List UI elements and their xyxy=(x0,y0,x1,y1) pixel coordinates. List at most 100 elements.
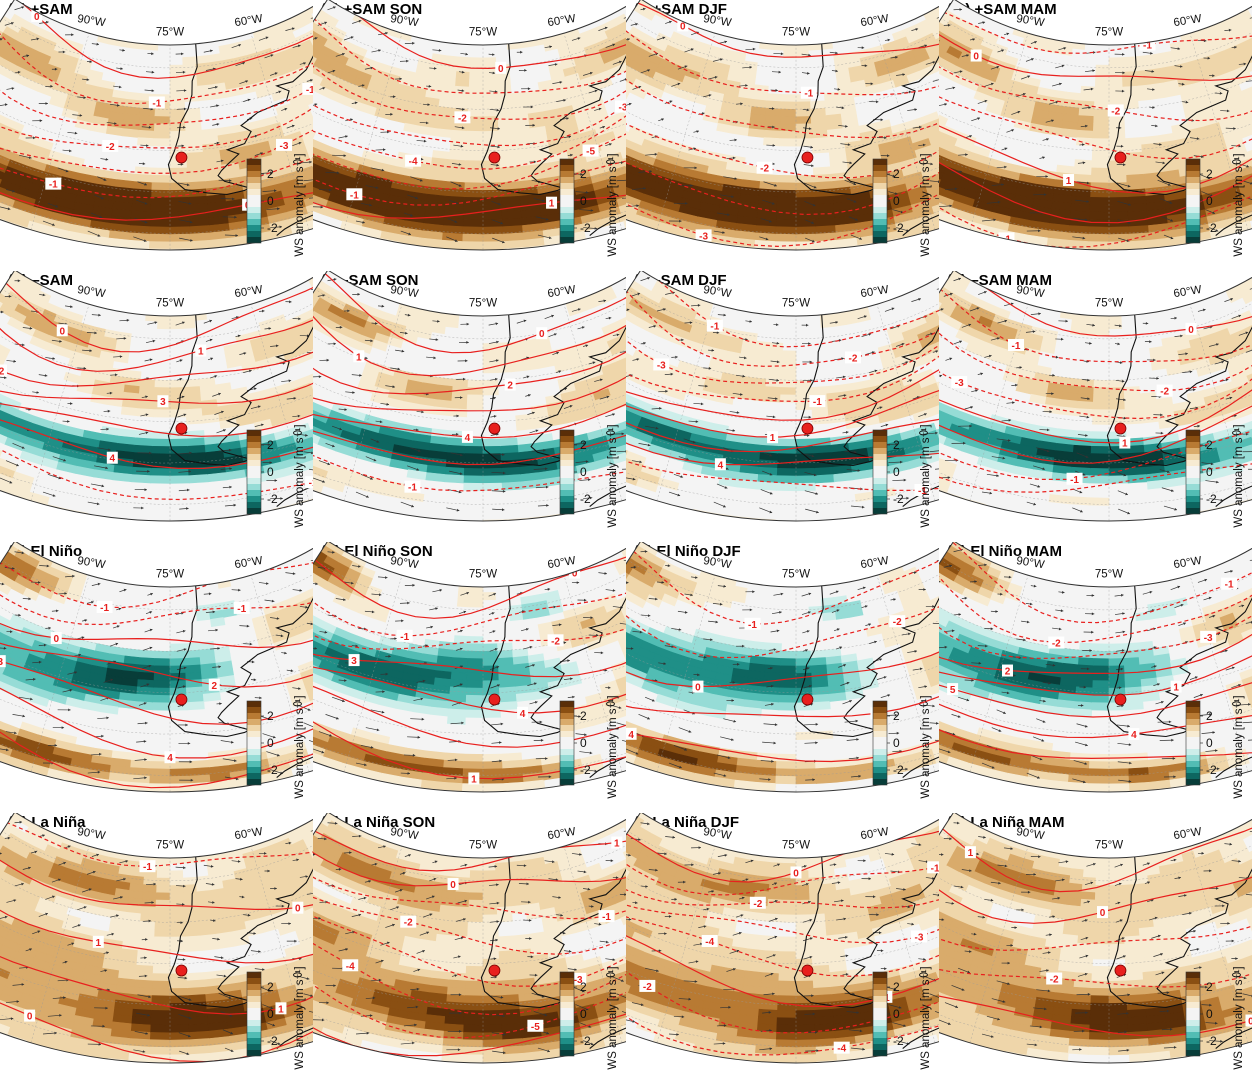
colorbar-tick: -2 xyxy=(580,763,591,777)
svg-text:4: 4 xyxy=(167,753,173,764)
longitude-label: 60°W xyxy=(860,555,890,571)
svg-text:-1: -1 xyxy=(49,180,58,191)
colorbar-tick: 2 xyxy=(267,167,274,181)
colorbar-tick: 0 xyxy=(267,465,274,479)
contour-label: 2 xyxy=(504,378,516,392)
contour-label: 1 xyxy=(964,846,976,859)
station-marker xyxy=(1114,422,1127,435)
longitude-label: 75°W xyxy=(469,840,497,852)
contour-label: -5 xyxy=(527,1019,544,1033)
contour-label: 1 xyxy=(195,344,207,358)
ws-anomaly-field xyxy=(313,542,626,792)
colorbar-tick: 0 xyxy=(1206,1007,1213,1021)
contour-label: -1 xyxy=(45,177,62,191)
contour-label: -3 xyxy=(614,100,626,114)
svg-text:-1: -1 xyxy=(710,322,719,333)
colorbar-tick: 2 xyxy=(1206,438,1213,452)
wind-vectors xyxy=(0,551,313,782)
svg-text:-1: -1 xyxy=(813,397,822,408)
longitude-label: 90°W xyxy=(1015,826,1045,842)
colorbar: 2 0 -2 WS anomaly [m s⁻¹] xyxy=(559,966,619,1070)
colorbar-label: WS anomaly [m s⁻¹] xyxy=(294,153,306,256)
longitude-label: 90°W xyxy=(702,13,732,29)
colorbar-tick: 2 xyxy=(267,709,274,723)
svg-text:4: 4 xyxy=(1131,730,1137,741)
svg-text:2: 2 xyxy=(212,681,218,692)
svg-text:0: 0 xyxy=(793,868,799,879)
svg-text:1: 1 xyxy=(614,839,620,850)
longitude-label: 90°W xyxy=(76,826,106,842)
contour-label: 0 xyxy=(24,1009,36,1023)
contour-label: -2 xyxy=(1048,636,1065,650)
svg-text:0: 0 xyxy=(59,326,65,337)
svg-text:-2: -2 xyxy=(1052,639,1061,650)
svg-text:-3: -3 xyxy=(574,975,583,986)
map-panel: (k) El Niño DJF-1-2034105°W90°W75°W60°W4… xyxy=(626,542,939,813)
contour-label: 0 xyxy=(677,19,689,32)
svg-text:-2: -2 xyxy=(404,918,413,929)
longitude-label: 60°W xyxy=(234,284,264,300)
svg-text:-2: -2 xyxy=(753,899,762,910)
contour-label: 4 xyxy=(461,430,473,444)
mslp-contours: 10-1-20 xyxy=(939,813,1252,1037)
longitude-label: 75°W xyxy=(782,27,810,39)
longitude-label: 90°W xyxy=(76,555,106,571)
contour-label: 2 xyxy=(0,364,7,378)
map-panel: (j) –SAM DJF-1-2-3-10134-1105°W90°W75°W6… xyxy=(626,271,939,542)
colorbar: 2 0 -2 WS anomaly [m s⁻¹] xyxy=(246,695,306,799)
map-panel: (m) +SAM MAM-10-2-112-1105°W90°W75°W60°W… xyxy=(939,0,1252,271)
svg-text:1: 1 xyxy=(1066,176,1072,187)
contour-label: 2 xyxy=(208,678,220,692)
contour-label: 3 xyxy=(157,395,169,408)
wind-vectors xyxy=(0,820,313,1055)
longitude-label: 90°W xyxy=(389,826,419,842)
colorbar-tick: 0 xyxy=(1206,194,1213,208)
svg-text:-3: -3 xyxy=(915,932,924,943)
colorbar-tick: -2 xyxy=(893,221,904,235)
longitude-label: 75°W xyxy=(469,569,497,581)
svg-text:1: 1 xyxy=(1122,439,1128,450)
contour-label: 2 xyxy=(1001,664,1013,678)
colorbar-tick: -2 xyxy=(1206,221,1217,235)
longitude-label: 60°W xyxy=(1173,284,1203,300)
graticule xyxy=(0,0,313,250)
coastline xyxy=(167,271,313,508)
contour-label: 0 xyxy=(569,566,581,580)
longitude-label: 90°W xyxy=(389,284,419,300)
colorbar-label: WS anomaly [m s⁻¹] xyxy=(1233,966,1245,1069)
colorbar: 2 0 -2 WS anomaly [m s⁻¹] xyxy=(1185,424,1245,528)
svg-text:4: 4 xyxy=(628,730,634,741)
colorbar-label: WS anomaly [m s⁻¹] xyxy=(1233,153,1245,256)
contour-label: -1 xyxy=(706,319,723,333)
svg-text:-3: -3 xyxy=(955,378,964,389)
longitude-label: 90°W xyxy=(76,284,106,300)
contour-label: 0 xyxy=(790,866,802,879)
svg-text:-2: -2 xyxy=(849,353,858,364)
contour-label: -1 xyxy=(598,910,615,923)
colorbar-tick: 0 xyxy=(893,194,900,208)
map-svg: -1-2-321543105°W90°W75°W60°W45°W27°S36°S… xyxy=(939,542,1252,799)
longitude-label: 75°W xyxy=(782,840,810,852)
mslp-contours: -1-2-321543 xyxy=(939,542,1252,760)
colorbar-tick: 2 xyxy=(893,709,900,723)
svg-text:0: 0 xyxy=(1100,908,1106,919)
svg-text:1: 1 xyxy=(198,347,204,358)
contour-label: 4 xyxy=(164,751,176,764)
map-panel: (e) +SAM SON0-1-2-3-4-5-11105°W90°W75°W6… xyxy=(313,0,626,271)
contour-label: -4 xyxy=(701,934,718,948)
contour-label: -1 xyxy=(1139,38,1156,51)
coastline xyxy=(167,813,313,1050)
svg-text:-1: -1 xyxy=(1012,341,1021,352)
map-panel: (c) El Niño-1-102345105°W90°W75°W60°W45°… xyxy=(0,542,313,813)
svg-text:4: 4 xyxy=(110,454,116,465)
svg-text:0: 0 xyxy=(1248,1017,1252,1028)
longitude-label: 60°W xyxy=(234,826,264,842)
map-svg: 10-1-2-3-4-51105°W90°W75°W60°W45°W27°S36… xyxy=(313,813,626,1070)
colorbar-label: WS anomaly [m s⁻¹] xyxy=(1233,695,1245,798)
contour-label: -3 xyxy=(276,138,293,152)
contour-label: -1 xyxy=(1066,472,1083,486)
svg-text:-4: -4 xyxy=(409,157,418,168)
svg-text:0: 0 xyxy=(295,904,301,915)
station-marker xyxy=(801,964,814,977)
